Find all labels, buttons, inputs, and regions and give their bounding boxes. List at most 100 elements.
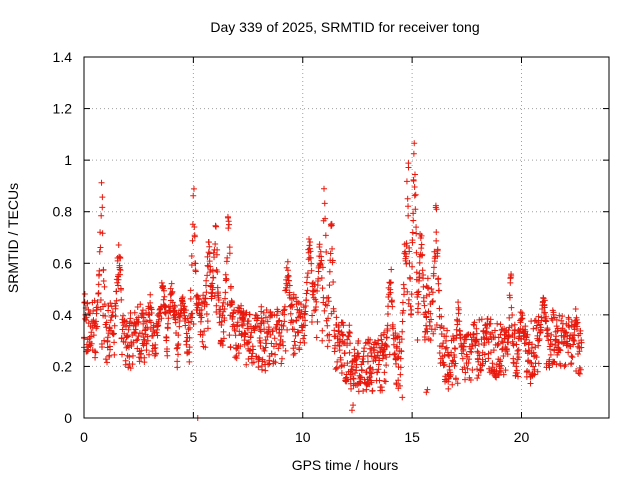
data-point: [257, 339, 264, 346]
data-point: [406, 260, 413, 267]
data-point: [391, 350, 398, 357]
data-point: [524, 331, 531, 338]
data-point: [548, 341, 555, 348]
data-point: [533, 325, 540, 332]
data-point: [204, 325, 211, 332]
data-point: [302, 308, 309, 315]
data-point: [259, 366, 266, 373]
data-point: [574, 319, 581, 326]
data-point: [429, 289, 436, 296]
data-point: [204, 318, 211, 325]
data-point: [202, 344, 209, 351]
data-point: [221, 306, 228, 313]
data-point: [311, 281, 318, 288]
data-point: [413, 224, 420, 231]
data-point: [246, 339, 253, 346]
data-point: [291, 338, 298, 345]
data-point: [95, 289, 102, 296]
data-point: [435, 280, 442, 287]
data-point: [264, 318, 271, 325]
data-point: [291, 326, 298, 333]
data-point: [478, 316, 485, 323]
data-point: [513, 341, 520, 348]
data-point: [347, 340, 354, 347]
data-point: [381, 369, 388, 376]
data-point: [90, 317, 97, 324]
data-point: [117, 267, 124, 274]
data-point: [258, 315, 265, 322]
data-point: [218, 318, 225, 325]
data-point: [234, 319, 241, 326]
data-point: [469, 367, 476, 373]
data-point: [460, 340, 467, 347]
data-point: [531, 317, 538, 324]
data-point: [413, 269, 420, 276]
data-point: [185, 326, 192, 333]
data-point: [410, 217, 417, 224]
data-point: [389, 303, 396, 310]
data-point: [386, 291, 393, 298]
data-point: [301, 339, 308, 346]
data-point: [120, 312, 127, 319]
data-point: [206, 250, 213, 257]
data-point: [361, 345, 368, 352]
data-point: [190, 321, 197, 328]
data-point: [116, 266, 123, 273]
data-point: [413, 230, 420, 237]
data-point: [204, 253, 211, 260]
data-point: [322, 232, 329, 239]
data-point: [344, 360, 351, 367]
data-point: [292, 294, 299, 301]
data-point: [319, 327, 326, 334]
data-point: [280, 342, 287, 349]
data-point: [331, 327, 338, 334]
data-point: [203, 301, 210, 308]
data-point: [505, 332, 512, 339]
data-point: [272, 351, 279, 358]
data-point: [278, 360, 285, 367]
data-point: [338, 363, 345, 370]
data-point: [183, 338, 190, 345]
data-point: [187, 295, 194, 302]
data-point: [565, 349, 572, 356]
data-point: [416, 259, 423, 266]
data-point: [99, 230, 106, 237]
y-tick-label: 0: [64, 410, 72, 426]
data-point: [333, 314, 340, 321]
data-point: [346, 329, 353, 336]
data-point: [514, 369, 521, 376]
data-point: [192, 260, 199, 267]
data-point: [167, 309, 174, 316]
data-point: [538, 324, 545, 331]
data-point: [162, 309, 169, 316]
data-point: [535, 360, 542, 367]
data-point: [397, 355, 404, 362]
data-point: [91, 348, 98, 355]
data-point: [452, 360, 459, 367]
data-point: [152, 350, 159, 357]
data-point: [328, 220, 335, 227]
data-point: [238, 302, 245, 309]
y-tick-label: 0.6: [53, 255, 73, 271]
data-point: [280, 323, 287, 330]
data-point: [260, 309, 267, 316]
data-point: [447, 371, 454, 378]
data-point: [311, 307, 318, 314]
data-point: [465, 359, 472, 366]
data-point: [101, 301, 108, 308]
data-point: [495, 340, 502, 347]
data-point: [176, 323, 183, 330]
x-tick-label: 5: [189, 429, 197, 445]
data-point: [192, 268, 199, 275]
data-point: [411, 171, 418, 178]
data-point: [299, 323, 306, 330]
data-point: [577, 327, 584, 334]
data-point: [548, 331, 555, 338]
data-point: [312, 303, 319, 310]
data-point: [169, 299, 176, 306]
data-point: [281, 318, 288, 325]
data-point: [272, 359, 279, 366]
data-point: [471, 319, 478, 326]
data-point: [348, 385, 355, 392]
data-point: [393, 381, 400, 388]
